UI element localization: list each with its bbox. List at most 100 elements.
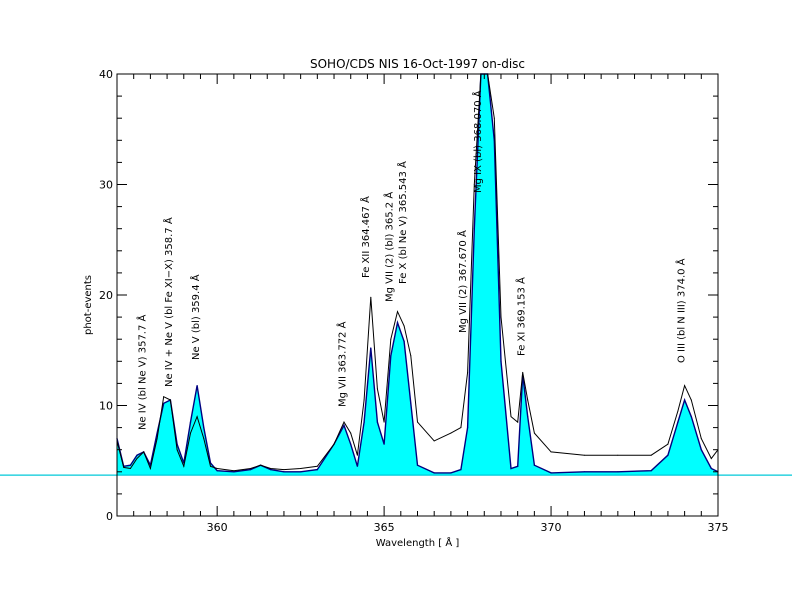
filled-spectrum-point: [136, 454, 138, 456]
outline-spectrum-point: [136, 458, 138, 459]
outline-spectrum-point: [260, 464, 262, 466]
filled-spectrum-point: [250, 469, 252, 471]
outline-spectrum-point: [397, 311, 398, 313]
outline-spectrum-point: [129, 468, 131, 469]
filled-spectrum-point: [203, 427, 205, 429]
axis-ticks: 360 365 370 375 0 10 20 30 40: [99, 68, 729, 534]
outline-spectrum-point: [176, 449, 178, 451]
filled-spectrum-point: [233, 471, 235, 473]
outline-spectrum-point: [677, 410, 679, 412]
filled-spectrum-point: [667, 454, 669, 456]
outline-spectrum-point: [233, 470, 235, 472]
filled-spectrum-point: [196, 385, 198, 387]
outline-spectrum-point: [250, 468, 252, 469]
outline-spectrum-point: [473, 184, 475, 185]
outline-spectrum-point: [522, 371, 524, 373]
line-annotation-label: Ne IV + Ne V (bl Fe XI−X) 358.7 Å: [162, 217, 175, 387]
x-axis-title: Wavelength [ Å ]: [376, 536, 460, 549]
annotation-labels: Ne IV (bl Ne V) 357.7 Å Ne IV + Ne V (bl …: [135, 90, 687, 430]
filled-spectrum-point: [300, 471, 302, 473]
filled-spectrum-point: [527, 416, 529, 418]
outline-spectrum-point: [410, 355, 412, 357]
line-annotation-label: Fe XII 364.467 Å: [359, 196, 372, 278]
filled-spectrum-point: [350, 443, 352, 445]
outline-spectrum-point: [467, 371, 469, 373]
y-tick-label: 0: [106, 510, 113, 523]
outline-spectrum-point: [216, 468, 218, 469]
outline-spectrum-point: [403, 325, 405, 327]
filled-spectrum-point: [156, 432, 158, 434]
filled-spectrum-point: [129, 464, 131, 466]
filled-spectrum-point: [343, 424, 345, 426]
outline-spectrum-point: [510, 416, 512, 418]
filled-spectrum-point: [356, 465, 358, 467]
x-tick-label: 375: [708, 521, 729, 534]
outline-spectrum-point: [356, 454, 358, 456]
line-annotation-label: Ne V (bl) 359.4 Å: [189, 274, 202, 360]
filled-spectrum-point: [677, 421, 679, 423]
filled-spectrum-point: [270, 469, 272, 471]
filled-spectrum-point: [370, 347, 372, 349]
outline-spectrum-point: [210, 465, 211, 467]
outline-spectrum-point: [333, 443, 335, 445]
filled-spectrum-point: [700, 449, 702, 451]
outline-spectrum-point: [517, 421, 519, 423]
outline-spectrum-point: [169, 399, 171, 401]
outline-spectrum-point: [149, 468, 151, 469]
filled-spectrum-point: [383, 443, 385, 445]
outline-spectrum-point: [376, 388, 378, 390]
y-tick-label: 40: [99, 68, 113, 81]
filled-spectrum-point: [650, 470, 652, 472]
outline-spectrum-point: [143, 451, 145, 453]
outline-spectrum-point: [370, 296, 372, 298]
filled-spectrum-point: [684, 399, 686, 401]
outline-spectrum-point: [500, 316, 502, 318]
outline-spectrum-point: [667, 443, 669, 445]
x-tick-label: 370: [541, 521, 562, 534]
filled-spectrum-point: [460, 469, 462, 471]
outline-spectrum-point: [390, 338, 392, 340]
y-tick-label: 10: [99, 400, 113, 413]
filled-spectrum-line: [116, 73, 719, 474]
outline-spectrum-point: [433, 440, 435, 442]
filled-spectrum-point: [433, 472, 435, 474]
line-annotation-label: Mg VII (2) 367.670 Å: [456, 230, 469, 333]
filled-spectrum-point: [396, 322, 399, 324]
filled-spectrum-point: [467, 427, 469, 429]
filled-spectrum-point: [216, 470, 218, 472]
outline-spectrum-point: [527, 399, 529, 401]
outline-spectrum-point: [690, 399, 692, 401]
filled-spectrum-point: [617, 471, 619, 473]
filled-spectrum-point: [550, 472, 552, 474]
line-annotation-label: Mg IX (bl) 368.070 Å: [471, 90, 484, 193]
line-annotation-label: Fe XI 369.153 Å: [514, 277, 527, 356]
filled-spectrum-point: [410, 402, 412, 404]
filled-spectrum-point: [710, 467, 712, 470]
outline-spectrum-point: [650, 454, 652, 456]
filled-spectrum-point: [316, 469, 318, 471]
y-tick-label: 20: [99, 289, 113, 302]
line-annotation-label: Mg VII (2) (bl) 365.2 Å: [383, 192, 396, 302]
y-axis-title: phot-events: [83, 275, 94, 335]
filled-spectrum-point: [283, 471, 285, 473]
outline-spectrum-point: [583, 454, 585, 456]
line-annotation-label: Fe X (bl Ne V) 365.543 Å: [396, 161, 409, 284]
outline-spectrum-point: [550, 451, 552, 453]
outline-spectrum-point: [363, 399, 365, 401]
outline-spectrum-point: [493, 117, 495, 119]
line-annotation-label: O III (bl N III) 374.0 Å: [675, 258, 688, 363]
filled-spectrum-point: [500, 360, 502, 362]
x-tick-label: 365: [374, 521, 395, 534]
filled-spectrum-point: [403, 340, 405, 342]
outline-spectrum-point: [270, 468, 272, 469]
outline-spectrum-point: [710, 458, 712, 459]
y-tick-label: 30: [99, 179, 113, 192]
x-tick-label: 360: [207, 521, 228, 534]
outline-spectrum-point: [163, 396, 165, 398]
filled-spectrum-point: [189, 421, 192, 423]
outline-spectrum-point: [190, 432, 191, 434]
filled-spectrum-point: [533, 464, 536, 466]
outline-spectrum-point: [383, 421, 385, 423]
